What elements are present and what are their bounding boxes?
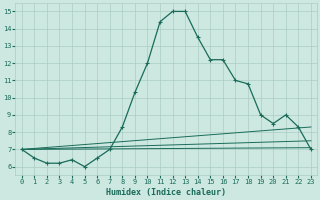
X-axis label: Humidex (Indice chaleur): Humidex (Indice chaleur) xyxy=(106,188,226,197)
